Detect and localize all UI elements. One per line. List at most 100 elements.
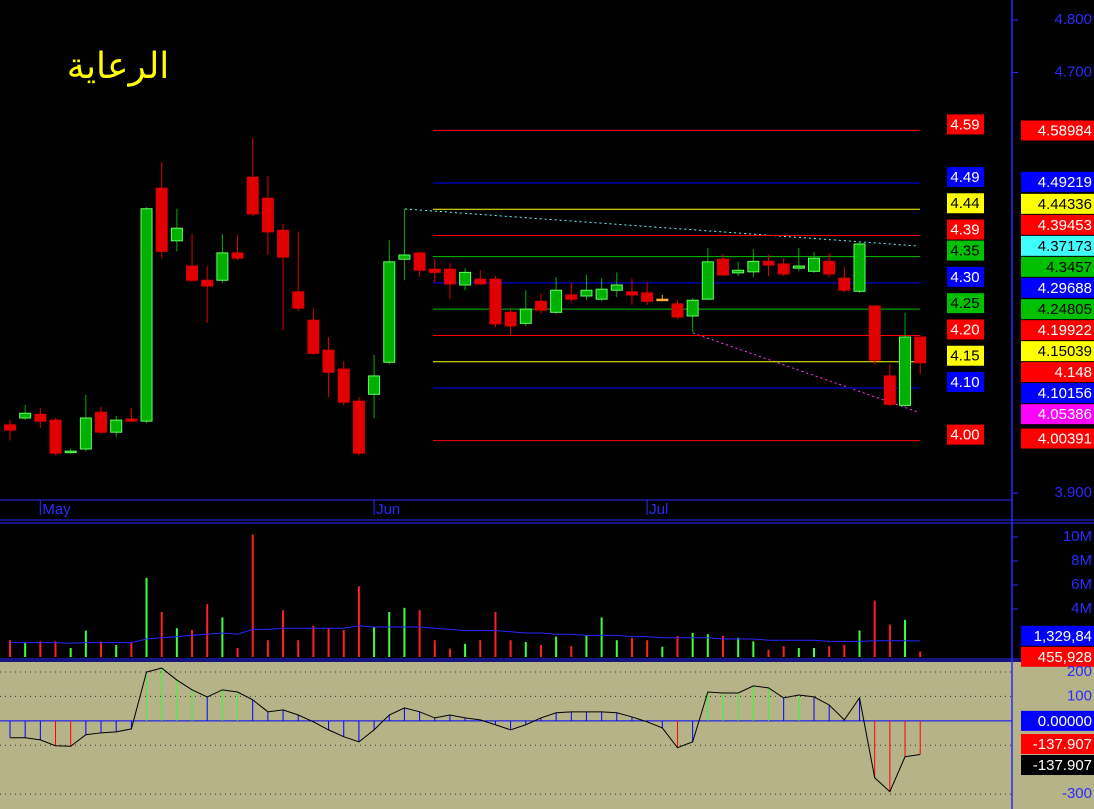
level-label: 4.10: [950, 374, 979, 391]
candle-body: [914, 336, 927, 364]
candle-body: [383, 261, 396, 363]
candle-body: [428, 268, 441, 273]
y-tick-label: 4M: [1071, 600, 1092, 617]
value-badge: [1021, 214, 1094, 235]
y-tick-label: 4.700: [1054, 64, 1092, 81]
candle-body: [231, 252, 244, 259]
level-badge: [947, 293, 984, 314]
badge-label: -137.907: [1033, 757, 1092, 774]
candle-body: [777, 263, 790, 275]
badge-label: 1,329,84: [1034, 628, 1092, 645]
y-tick-label: 100: [1067, 687, 1092, 704]
candle-body: [656, 298, 669, 302]
candle-body: [201, 279, 214, 287]
level-badge: [947, 114, 984, 135]
candle-body: [125, 418, 138, 422]
y-tick-label: 8M: [1071, 552, 1092, 569]
candle-body: [747, 260, 760, 273]
candle-body: [95, 411, 108, 433]
candle-body: [610, 284, 623, 291]
candle-body: [322, 349, 335, 373]
candle-body: [398, 254, 411, 260]
level-label: 4.35: [950, 243, 979, 260]
badge-label: 4.37173: [1038, 238, 1092, 255]
candle-body: [307, 319, 320, 354]
x-tick-label: Jun: [376, 501, 400, 518]
value-badge: [1021, 256, 1094, 277]
y-tick-label: 200: [1067, 663, 1092, 680]
value-badge: [1021, 171, 1094, 192]
level-label: 4.49: [950, 169, 979, 186]
candle-body: [550, 289, 563, 313]
candle-body: [641, 292, 654, 302]
candle-body: [808, 257, 821, 272]
value-badge: [1021, 120, 1094, 141]
y-tick-label: 4.800: [1054, 11, 1092, 28]
level-label: 4.25: [950, 295, 979, 312]
candle-body: [701, 261, 714, 300]
value-badge: [1021, 404, 1094, 425]
level-badge: [947, 424, 984, 445]
candle-body: [823, 260, 836, 275]
value-badge: [1021, 710, 1094, 731]
candle-body: [474, 278, 487, 285]
candle-body: [368, 375, 381, 395]
value-badge: [1021, 755, 1094, 776]
value-badge: [1021, 299, 1094, 320]
average-line: [10, 625, 921, 644]
candle-body: [4, 424, 16, 431]
level-badge: [947, 372, 984, 393]
value-badge: [1021, 277, 1094, 298]
level-badge: [947, 319, 984, 340]
badge-label: 4.05386: [1038, 406, 1092, 423]
value-badge: [1021, 734, 1094, 755]
candle-body: [489, 278, 502, 325]
y-tick-label: 10M: [1063, 528, 1092, 545]
badge-label: 4.15039: [1038, 343, 1092, 360]
oscillator-line: [10, 667, 921, 793]
value-badge: [1021, 235, 1094, 256]
candle-body: [110, 419, 123, 433]
level-badge: [947, 266, 984, 287]
value-badge: [1021, 320, 1094, 341]
candle-body: [443, 268, 456, 285]
level-label: 4.39: [950, 222, 979, 239]
level-label: 4.30: [950, 269, 979, 286]
candle-body: [732, 269, 745, 274]
level-badge: [947, 219, 984, 240]
candle-body: [155, 187, 168, 252]
candle-body: [216, 252, 229, 281]
level-badge: [947, 193, 984, 214]
candle-body: [352, 400, 365, 454]
candle-body: [762, 260, 775, 266]
value-badge: [1021, 428, 1094, 449]
candle-body: [186, 265, 199, 281]
badge-label: 4.58984: [1038, 122, 1092, 139]
level-label: 4.44: [950, 195, 979, 212]
badge-label: 4.39453: [1038, 217, 1092, 234]
badge-label: 4.24805: [1038, 301, 1092, 318]
oscillator-panel: [0, 662, 1094, 809]
y-tick-label: -300: [1062, 785, 1092, 802]
badge-label: 4.00391: [1038, 431, 1092, 448]
badge-label: 4.148: [1054, 364, 1092, 381]
candle-body: [79, 417, 92, 450]
candle-body: [413, 252, 426, 271]
candle-body: [19, 412, 32, 419]
candle-body: [49, 419, 62, 454]
candle-body: [868, 305, 881, 361]
badge-label: -137.907: [1033, 736, 1092, 753]
candle-body: [686, 299, 699, 317]
value-badge: [1021, 625, 1094, 646]
badge-label: 4.49219: [1038, 174, 1092, 191]
x-tick-label: Jul: [649, 501, 668, 518]
candle-body: [595, 288, 608, 300]
level-label: 4.59: [950, 116, 979, 133]
candle-body: [838, 277, 851, 291]
candle-body: [565, 294, 578, 300]
candle-body: [519, 308, 532, 324]
candle-body: [246, 176, 259, 215]
candle-body: [337, 368, 350, 403]
badge-label: 455,928: [1038, 649, 1092, 666]
